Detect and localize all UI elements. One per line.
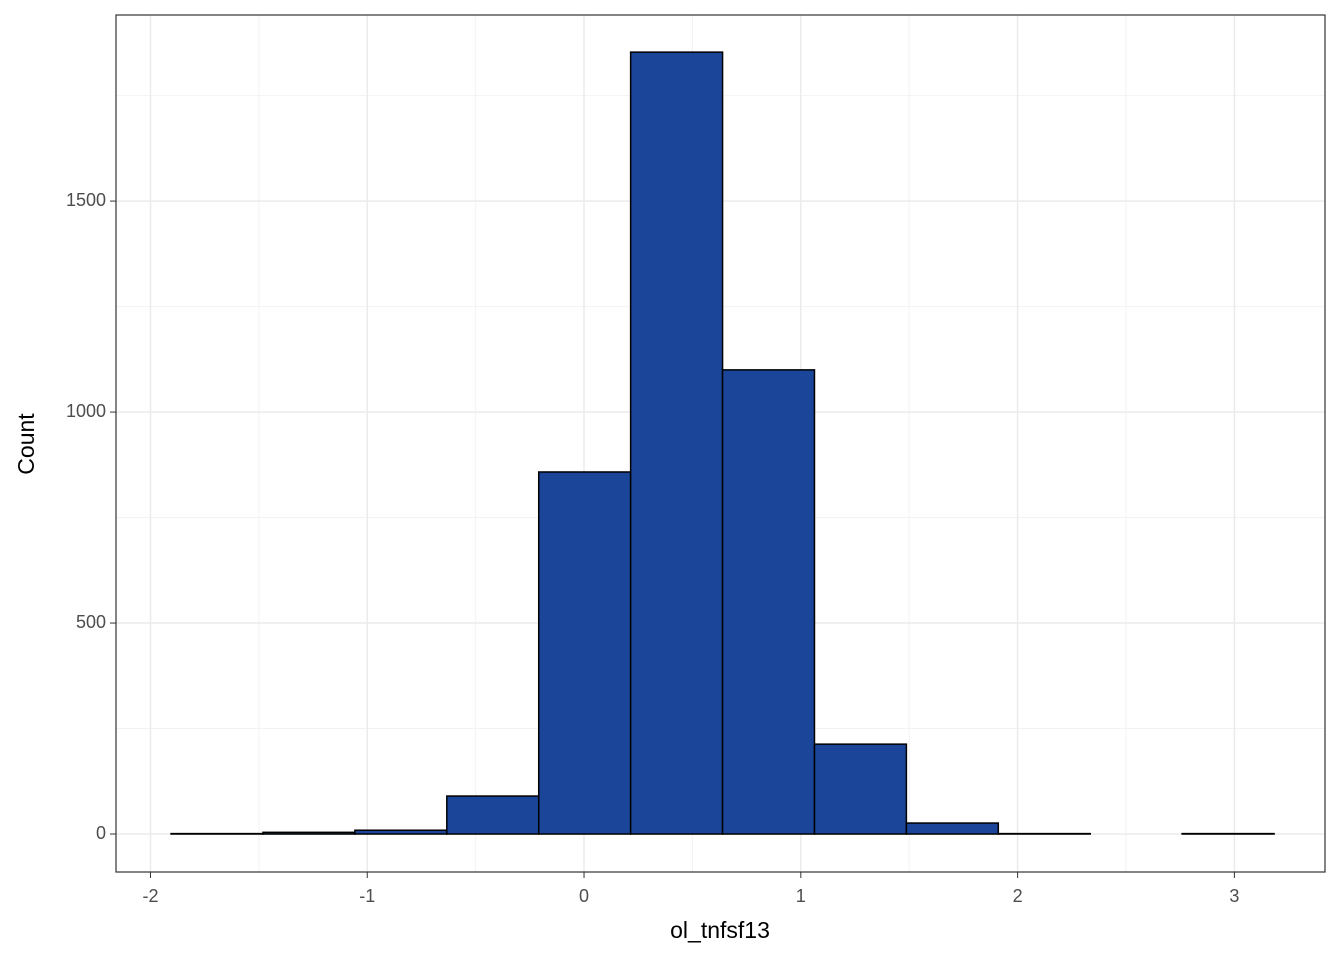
bar [354,829,448,835]
bar [629,51,724,835]
x-tick-label: -1 [359,886,375,906]
x-tick-label: 3 [1229,886,1239,906]
bar [905,822,1000,835]
x-tick-label: 2 [1013,886,1023,906]
x-tick-label: 1 [796,886,806,906]
x-tick-label: 0 [579,886,589,906]
y-tick-label: 1000 [66,401,106,421]
bar [813,743,908,835]
bar [262,831,356,835]
bar [446,795,540,835]
panel-border [115,14,1326,873]
y-tick-label: 500 [76,612,106,632]
x-axis-title: ol_tnfsf13 [670,917,770,943]
y-tick-label: 0 [96,823,106,843]
x-tick-label: -2 [142,886,158,906]
bar [721,369,816,835]
bar [537,471,632,835]
y-axis-title: Count [13,413,39,475]
y-tick-label: 1500 [66,190,106,210]
